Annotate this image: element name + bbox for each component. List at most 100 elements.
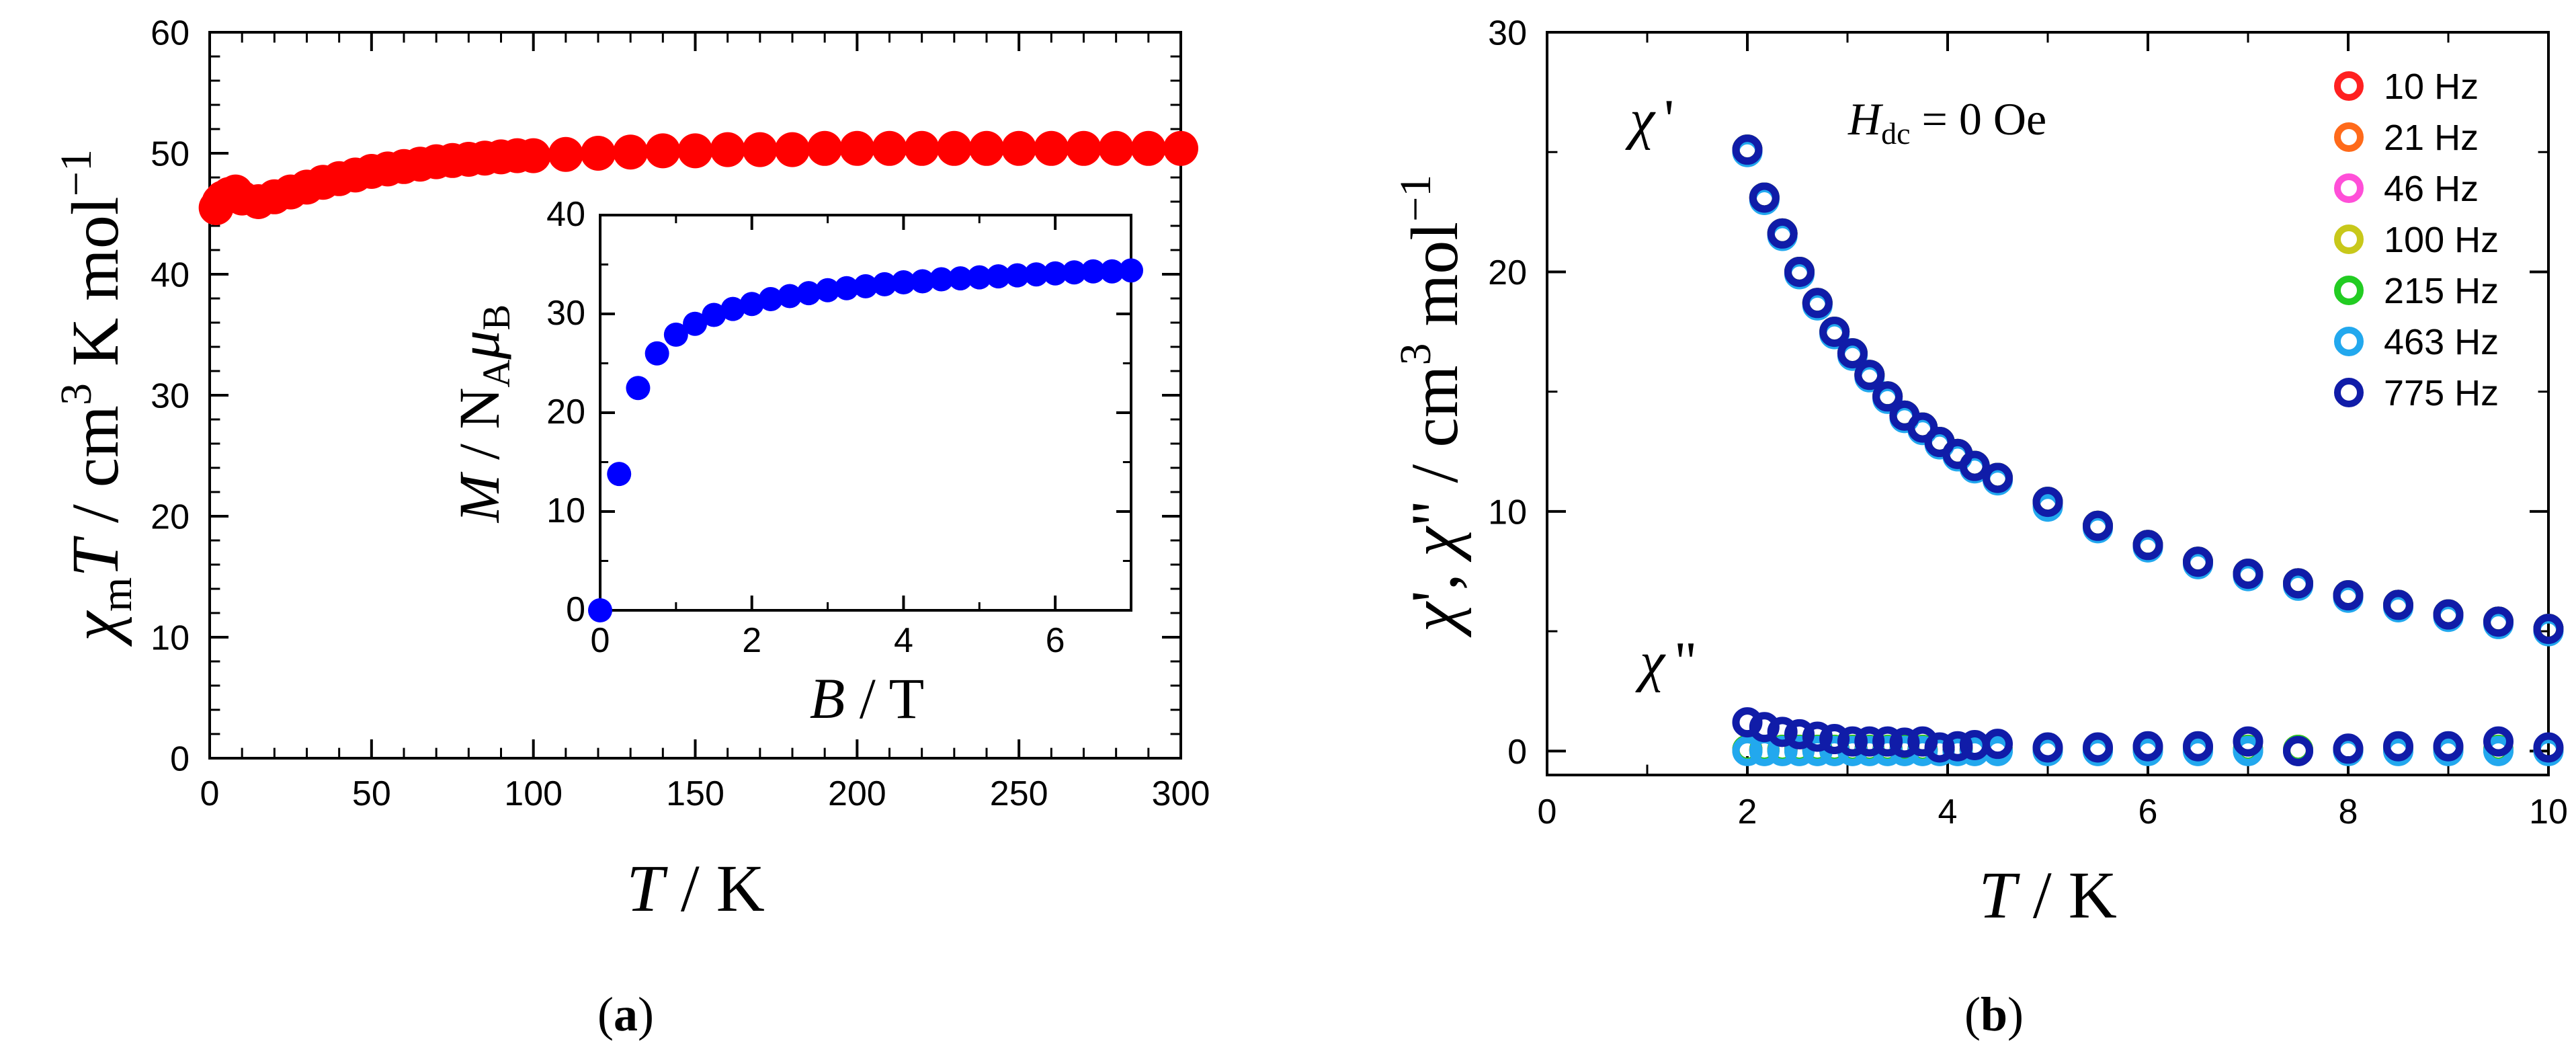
legend-label: 775 Hz <box>2384 373 2499 413</box>
inset-y-title-subB: B <box>474 304 518 331</box>
chiT-data-point <box>1130 130 1166 166</box>
x-tick-label: 0 <box>200 774 220 813</box>
susceptibility-data-point <box>1819 724 1850 755</box>
susceptibility-data-point <box>1802 721 1833 752</box>
magnetization-data-point <box>815 278 840 302</box>
legend-marker <box>2334 71 2364 101</box>
x-tick-label: 100 <box>504 774 563 813</box>
panel-a-y-title-sup3: 3 <box>52 383 101 405</box>
susceptibility-data-point <box>2333 580 2364 611</box>
inset-y-title-subA: A <box>474 360 518 388</box>
magnetization-data-point <box>910 269 935 294</box>
susceptibility-data-point <box>1983 729 2013 760</box>
susceptibility-data-point <box>2183 546 2213 577</box>
magnetization-data-point <box>891 270 916 294</box>
x-tick-label: 10 <box>2529 792 2568 831</box>
magnetization-data-point <box>967 265 992 290</box>
magnetization-data-point <box>1005 263 1030 288</box>
panel-b-x-title-unit: / K <box>2016 858 2117 932</box>
x-tick-label: 50 <box>352 774 391 813</box>
x-tick-label: 300 <box>1152 774 1210 813</box>
x-tick-label: 6 <box>1046 621 1065 660</box>
susceptibility-data-point <box>1732 735 1763 766</box>
magnetization-data-point <box>626 376 651 401</box>
x-tick-label: 0 <box>591 621 610 660</box>
susceptibility-data-point <box>1872 381 1903 412</box>
chi-double-prime-symbol: χ <box>1635 630 1666 693</box>
chiT-data-point <box>839 130 875 166</box>
susceptibility-data-point <box>1942 731 1973 762</box>
panel-a-y-title-unit2: K mol <box>58 196 132 383</box>
hdc-H: H <box>1847 93 1884 145</box>
inset-x-title-unit: / T <box>845 666 924 731</box>
legend-marker <box>2334 327 2364 356</box>
hdc-subscript: dc <box>1881 116 1910 151</box>
inset-y-tick-labels: 0 10 20 30 40 <box>546 195 585 629</box>
susceptibility-data-point <box>2433 731 2464 762</box>
susceptibility-data-point <box>2183 731 2213 762</box>
inset-y-axis-title: M / NAμB <box>447 304 518 524</box>
susceptibility-data-point <box>1959 450 1990 481</box>
legend-label: 100 Hz <box>2384 220 2499 260</box>
legend-label: 46 Hz <box>2384 169 2479 209</box>
magnetization-data-point <box>588 598 612 622</box>
x-tick-label: 4 <box>894 621 913 660</box>
y-tick-label: 40 <box>151 256 190 295</box>
susceptibility-data-point <box>2533 732 2564 763</box>
magnetization-data-point <box>645 341 669 366</box>
x-tick-label: 8 <box>2339 792 2358 831</box>
chiT-data-point <box>1001 130 1037 166</box>
inset-ticks <box>599 214 1132 612</box>
y-tick-label: 20 <box>546 393 585 432</box>
susceptibility-data-point <box>2132 530 2163 561</box>
panel-b-label-letter: b <box>1981 987 2007 1041</box>
hdc-annotation: Hdc = 0 Oe <box>1847 93 2046 151</box>
panel-a-y-title-sub: m <box>92 577 141 612</box>
chiT-data-point <box>645 133 681 169</box>
x-tick-label: 6 <box>2138 792 2158 831</box>
panel-b-y-title-chi1: χ <box>1397 600 1472 638</box>
y-tick-label: 0 <box>566 590 585 629</box>
magnetization-data-point <box>796 281 821 306</box>
panel-a-y-axis-title: χmT / cm3 K mol−1 <box>52 149 141 647</box>
panel-a-label-letter: a <box>614 987 638 1041</box>
panel-b-ticks <box>1546 31 2550 775</box>
magnetization-data-point <box>1062 260 1087 285</box>
panel-b-x-tick-labels: 0 2 4 6 8 10 <box>1538 792 2568 831</box>
panel-a-label-close: ) <box>638 987 654 1041</box>
legend-marker <box>2334 122 2364 152</box>
magnetization-data-point <box>986 264 1011 289</box>
susceptibility-data-point <box>1819 317 1850 348</box>
inset-data-points <box>588 258 1143 622</box>
panel-a-y-title-chi: χ <box>58 610 132 647</box>
x-tick-label: 200 <box>828 774 886 813</box>
legend-marker <box>2334 173 2364 203</box>
panel-a-x-tick-labels: 0 50 100 150 200 250 300 <box>200 774 1210 813</box>
y-tick-label: 0 <box>170 740 190 779</box>
susceptibility-data-point <box>1889 727 1920 758</box>
panel-b-y-title-prime: ' <box>1397 590 1472 602</box>
panel-b-legend: 10 Hz 21 Hz 46 Hz 100 Hz 215 Hz 463 Hz 775 Hz <box>2334 67 2499 413</box>
magnetization-data-point <box>607 462 632 487</box>
magnetization-data-point <box>872 272 897 296</box>
y-tick-label: 30 <box>546 294 585 333</box>
magnetization-data-point <box>683 311 708 336</box>
magnetization-data-point <box>854 274 878 298</box>
y-tick-label: 10 <box>546 491 585 530</box>
chiT-data-point <box>581 136 616 171</box>
magnetization-data-point <box>663 322 688 347</box>
chiT-data-point <box>872 130 907 166</box>
susceptibility-data-point <box>1854 360 1885 391</box>
inset-x-title-B: B <box>810 666 845 731</box>
chiT-data-point <box>515 138 551 173</box>
panel-b-y-tick-labels: 0 10 20 30 <box>1488 14 1527 772</box>
chi-double-prime-annotation: χ " <box>1635 630 1697 693</box>
magnetization-data-point <box>948 266 973 291</box>
x-tick-label: 0 <box>1538 792 1557 831</box>
inset-y-title-M: M <box>447 471 511 524</box>
hdc-value: = 0 Oe <box>1911 93 2047 145</box>
chiT-data-point <box>807 130 843 166</box>
panel-a-label: (a) <box>597 987 654 1041</box>
